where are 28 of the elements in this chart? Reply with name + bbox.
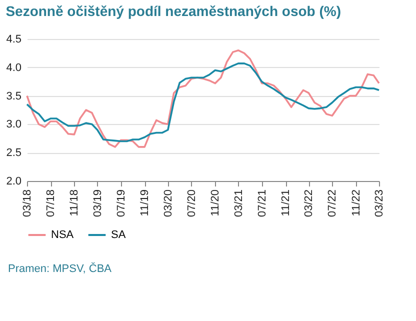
text: Pramen: MPSV, ČBA (8, 263, 113, 275)
x-tick-label: 07/18 (45, 190, 58, 218)
x-tick-label: 11/22 (350, 190, 362, 216)
x-tick-label: 11/21 (280, 190, 292, 216)
x-tick-label: 03/20 (162, 190, 174, 218)
y-tick-label: 2.5 (6, 147, 22, 160)
legend-label: NSA (51, 229, 74, 241)
x-tick-label: 07/22 (326, 190, 339, 218)
y-tick-label: 3.5 (6, 90, 22, 102)
x-tick-label: 07/19 (115, 190, 128, 218)
line-series (26, 62, 380, 142)
x-tick-label: 03/21 (232, 190, 245, 218)
y-tick-label: 3.0 (6, 118, 22, 131)
x-tick-label: 07/21 (256, 190, 268, 218)
x-tick-label: 11/20 (210, 190, 222, 216)
x-tick-label: 03/19 (92, 190, 104, 218)
y-tick-label: 4.5 (6, 34, 22, 46)
x-tick-label: 11/18 (68, 190, 81, 216)
x-tick-label: 03/23 (374, 190, 386, 218)
legend-label: SA (111, 229, 126, 241)
line-series (26, 49, 380, 148)
x-tick-label: 03/22 (303, 190, 316, 218)
y-tick-label: 2.0 (6, 176, 22, 188)
x-tick-label: 11/19 (139, 190, 152, 216)
x-tick-label: 07/20 (186, 190, 198, 218)
y-tick-label: 4.0 (6, 62, 22, 74)
chart-title: Sezonně očištěný podíl nezaměstnaných osob (%) (6, 3, 342, 19)
x-tick-label: 03/18 (22, 190, 34, 218)
